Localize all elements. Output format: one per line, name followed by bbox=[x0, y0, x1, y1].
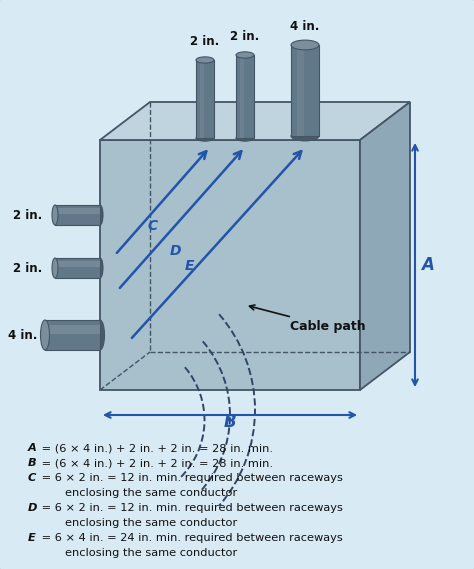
Text: enclosing the same conductor: enclosing the same conductor bbox=[65, 518, 237, 528]
Ellipse shape bbox=[196, 135, 214, 141]
Polygon shape bbox=[45, 320, 100, 350]
Text: A: A bbox=[421, 256, 434, 274]
Polygon shape bbox=[55, 205, 100, 225]
Ellipse shape bbox=[196, 57, 214, 63]
Text: B: B bbox=[224, 413, 237, 431]
Text: = 6 × 4 in. = 24 in. min. required between raceways: = 6 × 4 in. = 24 in. min. required betwe… bbox=[38, 533, 343, 543]
Text: 2 in.: 2 in. bbox=[191, 35, 219, 48]
Polygon shape bbox=[239, 55, 244, 138]
Polygon shape bbox=[236, 55, 254, 138]
Ellipse shape bbox=[95, 320, 104, 350]
Text: B: B bbox=[28, 458, 36, 468]
Text: 2 in.: 2 in. bbox=[13, 208, 42, 221]
Text: D: D bbox=[28, 503, 37, 513]
Polygon shape bbox=[291, 45, 319, 136]
Text: A: A bbox=[28, 443, 37, 453]
Ellipse shape bbox=[291, 40, 319, 50]
Text: C: C bbox=[148, 219, 158, 233]
Text: 4 in.: 4 in. bbox=[290, 20, 319, 33]
Polygon shape bbox=[196, 60, 214, 138]
Polygon shape bbox=[297, 45, 304, 136]
Ellipse shape bbox=[236, 52, 254, 58]
Text: = (6 × 4 in.) + 2 in. + 2 in. = 28 in. min.: = (6 × 4 in.) + 2 in. + 2 in. = 28 in. m… bbox=[38, 443, 273, 453]
Polygon shape bbox=[55, 208, 100, 214]
Polygon shape bbox=[360, 102, 410, 390]
Polygon shape bbox=[55, 261, 100, 267]
Polygon shape bbox=[200, 60, 204, 138]
Ellipse shape bbox=[97, 258, 103, 278]
Ellipse shape bbox=[97, 205, 103, 225]
Ellipse shape bbox=[40, 320, 49, 350]
Text: enclosing the same conductor: enclosing the same conductor bbox=[65, 488, 237, 498]
Text: = (6 × 4 in.) + 2 in. + 2 in. = 28 in. min.: = (6 × 4 in.) + 2 in. + 2 in. = 28 in. m… bbox=[38, 458, 273, 468]
Text: 4 in.: 4 in. bbox=[8, 328, 37, 341]
Ellipse shape bbox=[52, 258, 58, 278]
Text: E: E bbox=[185, 259, 194, 273]
Text: = 6 × 2 in. = 12 in. min. required between raceways: = 6 × 2 in. = 12 in. min. required betwe… bbox=[38, 503, 343, 513]
Text: E: E bbox=[28, 533, 36, 543]
Ellipse shape bbox=[236, 135, 254, 141]
Polygon shape bbox=[55, 258, 100, 278]
Text: enclosing the same conductor: enclosing the same conductor bbox=[65, 548, 237, 558]
Polygon shape bbox=[45, 324, 100, 333]
Ellipse shape bbox=[291, 131, 319, 141]
Text: D: D bbox=[170, 244, 182, 258]
Text: = 6 × 2 in. = 12 in. min. required between raceways: = 6 × 2 in. = 12 in. min. required betwe… bbox=[38, 473, 343, 483]
Text: Cable path: Cable path bbox=[249, 305, 365, 333]
Text: 2 in.: 2 in. bbox=[13, 262, 42, 274]
Polygon shape bbox=[100, 140, 360, 390]
Text: 2 in.: 2 in. bbox=[230, 30, 260, 43]
Text: C: C bbox=[28, 473, 36, 483]
Polygon shape bbox=[100, 102, 410, 140]
Ellipse shape bbox=[52, 205, 58, 225]
